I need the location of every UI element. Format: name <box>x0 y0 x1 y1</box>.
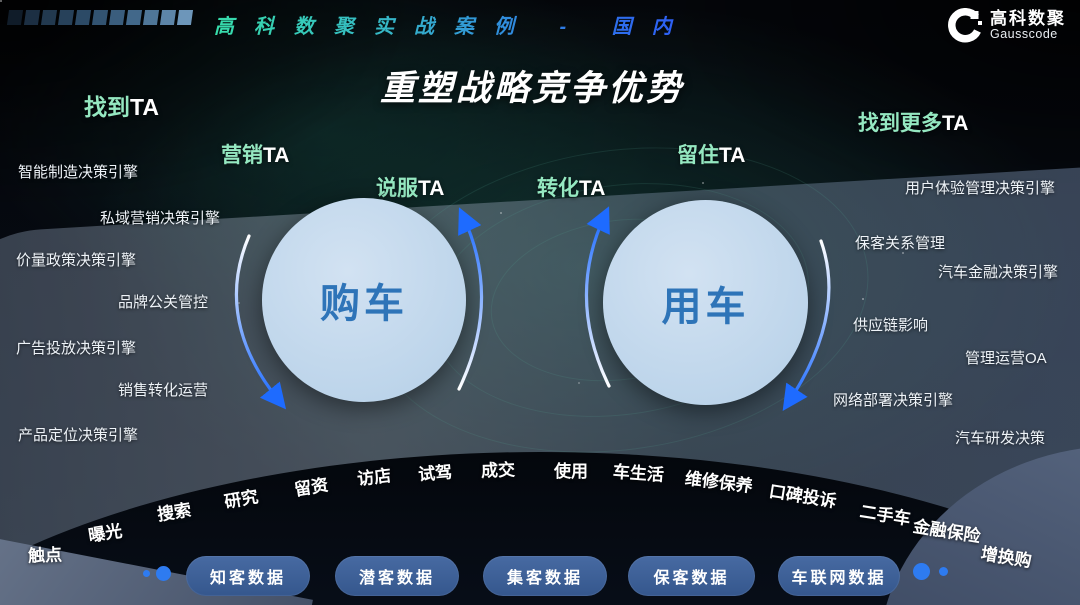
pill-known-customer-data[interactable]: 知客数据 <box>186 556 310 596</box>
engine-label: 产品定位决策引擎 <box>18 427 139 444</box>
circle-buy-car: 购车 <box>262 198 466 402</box>
engine-label: 销售转化运营 <box>118 382 209 399</box>
funnel-label-zhaodao-ta: 找到TA <box>84 94 159 120</box>
engine-label: 管理运营OA <box>965 350 1047 367</box>
pager-dot-large <box>913 563 930 580</box>
funnel-label-yingxiao-ta: 营销TA <box>221 144 290 167</box>
funnel-label-zhuanhua-ta: 转化TA <box>537 177 606 200</box>
star-dots <box>0 0 2 2</box>
journey-stage: 留资 <box>293 475 330 500</box>
journey-stage: 车生活 <box>612 462 665 485</box>
engine-label: 供应链影响 <box>853 317 929 334</box>
engine-label: 价量政策决策引擎 <box>16 252 137 269</box>
arrow-left-circle-left <box>234 234 287 410</box>
journey-stage: 试驾 <box>417 462 453 485</box>
arrow-right-circle-left <box>584 206 611 388</box>
engine-label: 用户体验管理决策引擎 <box>905 180 1056 197</box>
engine-label: 网络部署决策引擎 <box>833 392 954 409</box>
engine-label: 汽车金融决策引擎 <box>938 264 1059 281</box>
journey-stage: 曝光 <box>87 521 124 546</box>
header-banner: 高科数聚实战案例 - 国内 <box>214 10 692 39</box>
journey-stage: 触点 <box>27 545 63 566</box>
pager-dot-small <box>939 567 948 576</box>
page-title: 重塑战略竞争优势 <box>379 69 684 108</box>
engine-label: 智能制造决策引擎 <box>18 164 139 181</box>
circle-use-car: 用车 <box>603 200 808 405</box>
arrow-left-circle-right <box>457 207 484 391</box>
arrow-right-circle-right <box>782 239 831 411</box>
funnel-label-liuzhu-ta: 留住TA <box>677 144 746 167</box>
funnel-label-shuofu-ta: 说服TA <box>376 177 445 200</box>
pager-dot-large <box>156 566 171 581</box>
logo-name-cn: 高科数聚 <box>990 8 1066 28</box>
gausscode-logo-icon <box>948 8 982 43</box>
logo-name-en: Gausscode <box>990 27 1058 42</box>
engine-label: 私域营销决策引擎 <box>100 210 221 227</box>
pill-lead-data[interactable]: 集客数据 <box>483 556 607 596</box>
brand-logo: 高科数聚 Gausscode <box>947 8 1066 44</box>
journey-stage: 访店 <box>356 465 393 489</box>
engine-label: 广告投放决策引擎 <box>16 340 137 357</box>
journey-stage: 使用 <box>554 462 588 481</box>
journey-stage: 成交 <box>480 460 516 481</box>
journey-stage: 搜索 <box>156 500 193 525</box>
pill-prospect-data[interactable]: 潜客数据 <box>335 556 459 596</box>
engine-label: 保客关系管理 <box>855 235 946 252</box>
pager-dot-small <box>143 570 150 577</box>
pill-retained-customer-data[interactable]: 保客数据 <box>628 556 755 596</box>
engine-label: 汽车研发决策 <box>955 430 1046 447</box>
funnel-label-zhaodao-gengduo-ta: 找到更多TA <box>858 112 969 135</box>
pill-connected-car-data[interactable]: 车联网数据 <box>778 556 900 596</box>
engine-label: 品牌公关管控 <box>118 294 209 311</box>
